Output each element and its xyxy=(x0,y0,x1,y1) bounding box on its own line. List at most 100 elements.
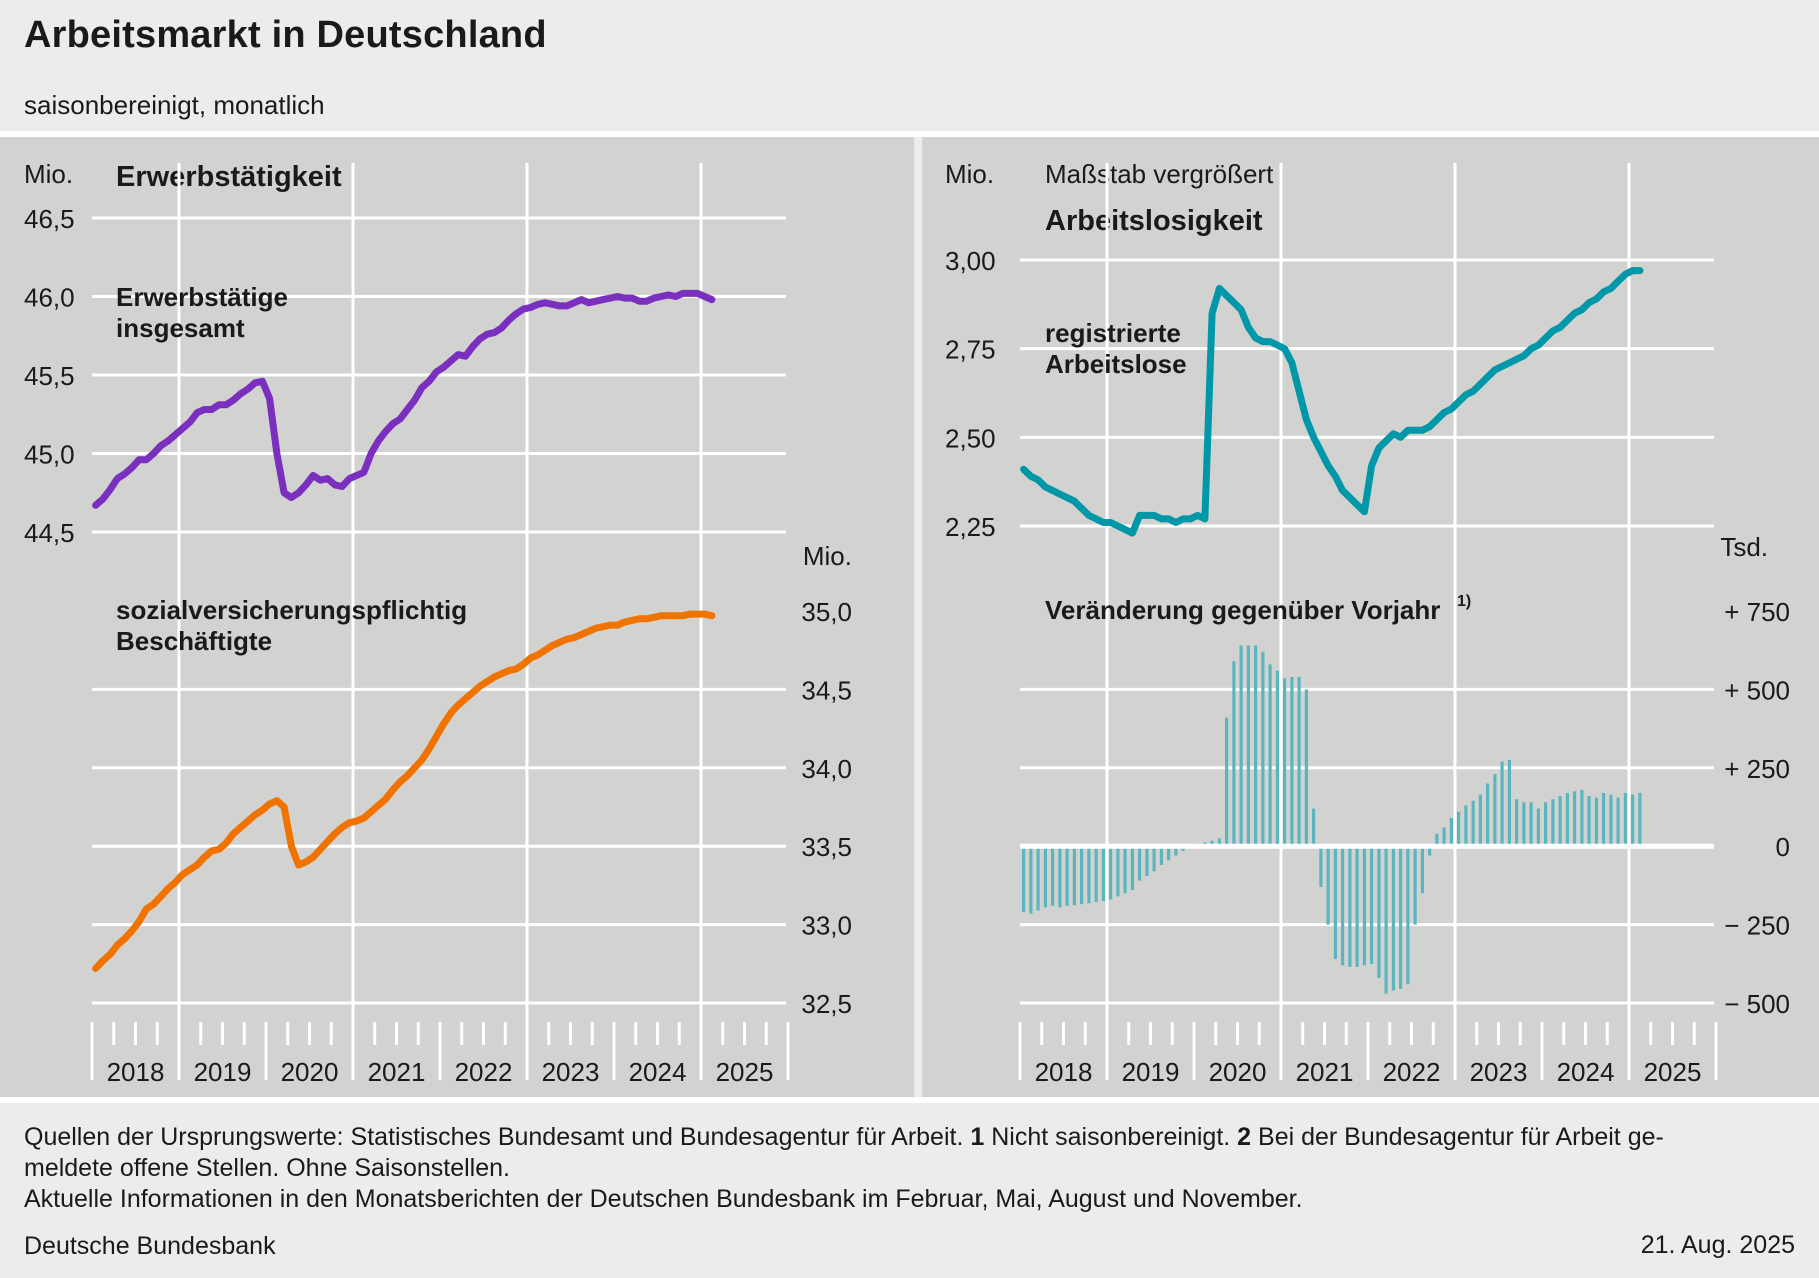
change-bar xyxy=(1638,792,1642,847)
change-bar xyxy=(1428,846,1432,856)
change-bar xyxy=(1072,846,1076,906)
change-bar xyxy=(1399,846,1403,989)
change-bar xyxy=(1507,760,1511,847)
change-bar xyxy=(1551,799,1555,847)
right-lower-tick-label: − 250 xyxy=(1724,911,1790,941)
change-bar xyxy=(1290,676,1294,847)
right-year-label: 2018 xyxy=(1035,1057,1093,1087)
footnote-sources: Quellen der Ursprungswerte: Statistische… xyxy=(24,1123,971,1151)
change-bar xyxy=(1174,846,1178,856)
change-bar xyxy=(1152,846,1156,872)
change-footnote-marker: 1) xyxy=(1457,593,1471,610)
change-bar xyxy=(1036,846,1040,911)
change-bar xyxy=(1449,818,1453,847)
change-bar xyxy=(1536,808,1540,847)
right-year-label: 2023 xyxy=(1470,1057,1528,1087)
change-bar xyxy=(1029,846,1033,914)
change-bar xyxy=(1362,846,1366,966)
change-bar xyxy=(1312,808,1316,847)
bottom-divider xyxy=(0,1097,1819,1103)
change-bar xyxy=(1573,791,1577,847)
left-upper-tick-label: 46,5 xyxy=(24,204,75,234)
change-bar xyxy=(1500,761,1504,847)
left-year-label: 2020 xyxy=(281,1057,339,1087)
change-bar xyxy=(1565,792,1569,847)
change-bar xyxy=(1058,846,1062,908)
change-bar xyxy=(1457,811,1461,847)
change-bar xyxy=(1275,670,1279,847)
right-lower-tick-label: − 500 xyxy=(1724,989,1790,1019)
unemployment-label-line-1: registrierte xyxy=(1045,318,1181,348)
change-bar xyxy=(1623,792,1627,847)
change-bar xyxy=(1326,846,1330,925)
change-bar xyxy=(1370,846,1374,964)
right-upper-tick-label: 2,50 xyxy=(945,423,996,453)
left-year-label: 2024 xyxy=(629,1057,687,1087)
footnote-2-text: Bei der Bundesagentur für Arbeit ge- xyxy=(1251,1123,1664,1151)
right-year-label: 2020 xyxy=(1209,1057,1267,1087)
right-panel-title: Arbeitslosigkeit xyxy=(1045,205,1263,237)
publication-date: 21. Aug. 2025 xyxy=(1640,1231,1795,1259)
left-unit-label: Mio. xyxy=(24,159,73,189)
change-bar xyxy=(1123,846,1127,894)
scale-note: Maßstab vergrößert xyxy=(1045,159,1274,189)
right-lower-tick-label: + 500 xyxy=(1724,675,1790,705)
change-bar xyxy=(1065,846,1069,906)
unemployment-label-line-2: Arbeitslose xyxy=(1045,349,1187,379)
left-upper-tick-label: 44,5 xyxy=(24,518,75,548)
left-upper-tick-label: 45,0 xyxy=(24,440,75,470)
change-bar xyxy=(1355,846,1359,967)
change-bar xyxy=(1348,846,1352,967)
left-year-label: 2021 xyxy=(368,1057,426,1087)
footnote-line-2: meldete offene Stellen. Ohne Saisonstell… xyxy=(24,1154,510,1182)
right-year-label: 2022 xyxy=(1383,1057,1441,1087)
change-bar xyxy=(1594,797,1598,847)
change-bar xyxy=(1080,846,1084,905)
change-bar xyxy=(1297,676,1301,847)
change-bar xyxy=(1109,846,1113,900)
change-bar xyxy=(1631,794,1635,847)
change-bar xyxy=(1094,846,1098,902)
change-bar xyxy=(1602,792,1606,847)
change-bar xyxy=(1087,846,1091,904)
change-bar xyxy=(1217,838,1221,847)
change-bar xyxy=(1391,846,1395,991)
change-bar xyxy=(1609,794,1613,847)
change-bar xyxy=(1580,789,1584,847)
change-bar xyxy=(1051,846,1055,906)
change-bar xyxy=(1341,846,1345,966)
left-upper-tick-label: 46,0 xyxy=(24,283,75,313)
change-bar xyxy=(1159,846,1163,865)
change-bar xyxy=(1529,802,1533,847)
change-bar xyxy=(1138,846,1142,881)
insured-line xyxy=(92,610,716,972)
change-bar xyxy=(1167,846,1171,861)
change-bar xyxy=(1130,846,1134,891)
right-upper-tick-label: 2,75 xyxy=(945,335,996,365)
change-bar xyxy=(1225,717,1229,847)
footnote-line-1: Quellen der Ursprungswerte: Statistische… xyxy=(24,1122,1664,1153)
change-bar xyxy=(1145,846,1149,876)
change-bar xyxy=(1471,800,1475,847)
page-subtitle: saisonbereinigt, monatlich xyxy=(24,90,325,120)
change-bar xyxy=(1384,846,1388,994)
page-title: Arbeitsmarkt in Deutschland xyxy=(24,14,547,56)
change-bar xyxy=(1254,645,1258,847)
left-lower-tick-label: 32,5 xyxy=(801,989,852,1019)
right-year-label: 2025 xyxy=(1644,1057,1702,1087)
change-bar xyxy=(1435,833,1439,847)
change-bar xyxy=(1522,802,1526,847)
change-bar xyxy=(1478,794,1482,847)
top-divider xyxy=(0,131,1819,137)
left-lower-unit-label: Mio. xyxy=(803,541,852,571)
left-year-label: 2025 xyxy=(716,1057,774,1087)
change-bar xyxy=(1558,796,1562,847)
change-bar xyxy=(1268,664,1272,847)
right-unit-label: Mio. xyxy=(945,159,994,189)
right-upper-tick-label: 3,00 xyxy=(945,246,996,276)
change-bar xyxy=(1587,796,1591,847)
change-bar xyxy=(1377,846,1381,978)
change-bar xyxy=(1210,840,1214,847)
change-bar xyxy=(1486,783,1490,847)
